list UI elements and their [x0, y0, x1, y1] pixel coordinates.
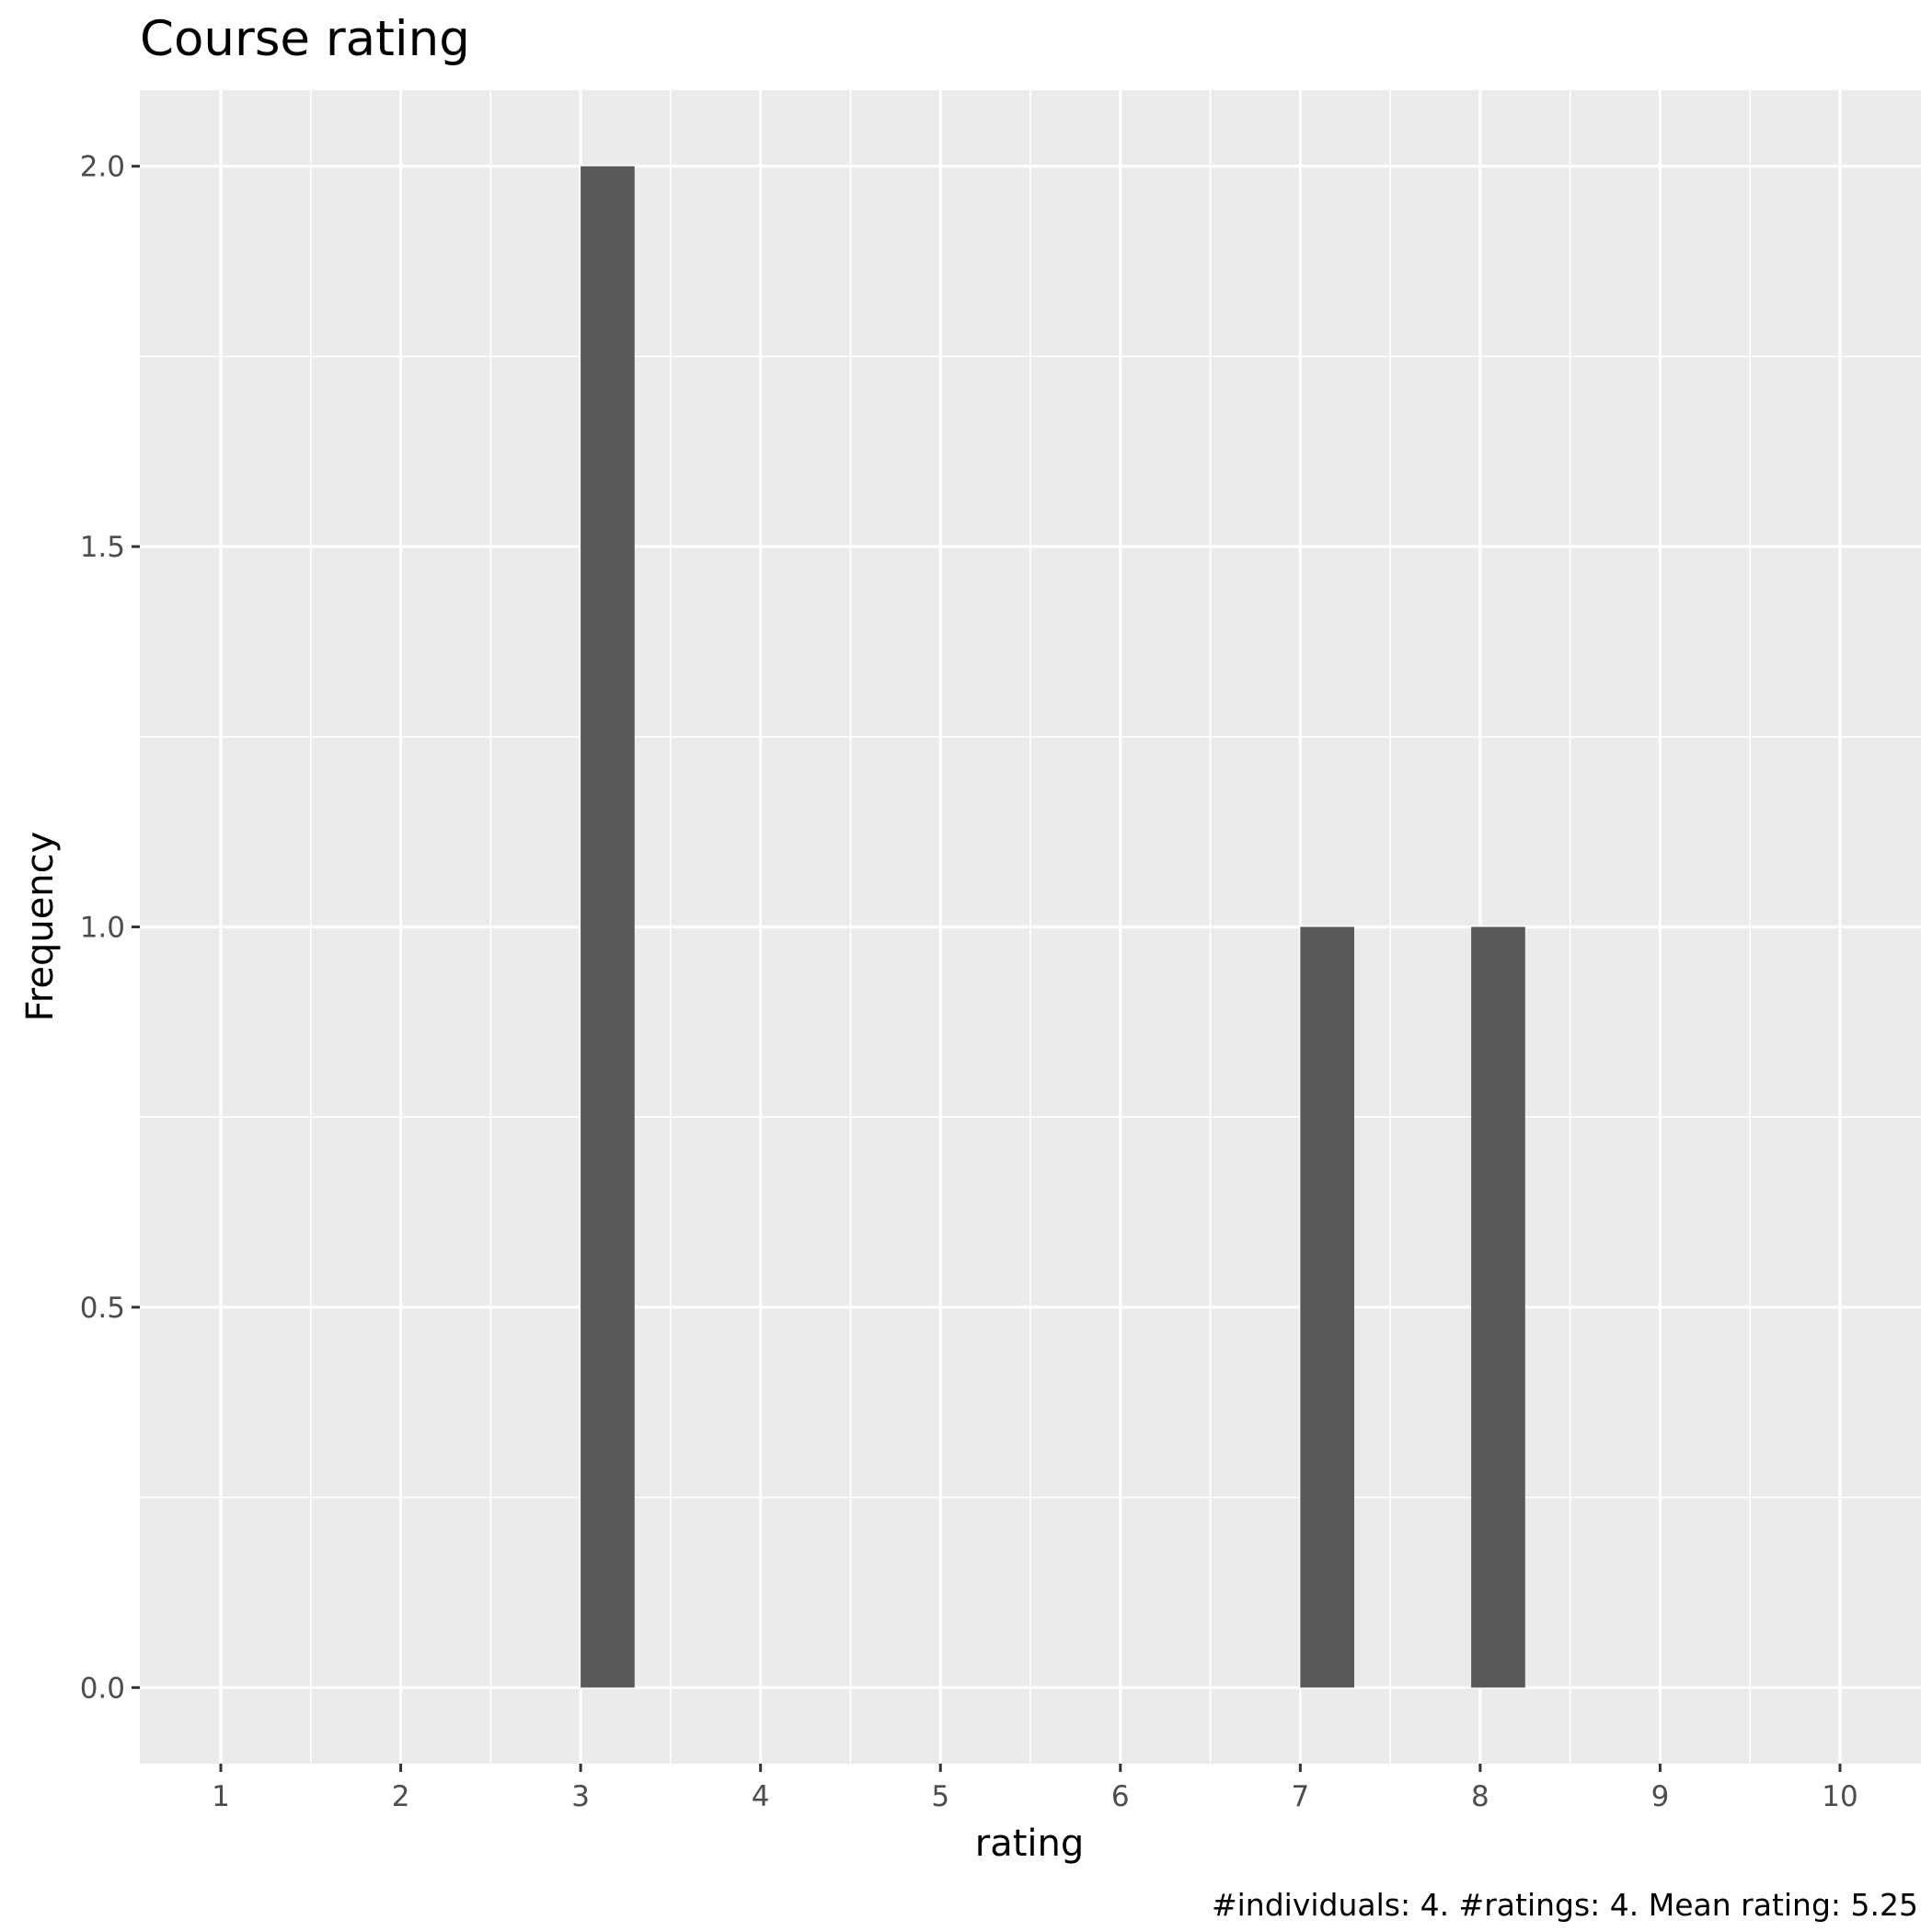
chart-caption: #individuals: 4. #ratings: 4. Mean ratin…: [1212, 1887, 1918, 1923]
x-tick-label: 1: [212, 1780, 230, 1813]
x-tick-label: 9: [1651, 1780, 1670, 1813]
y-tick-label: 1.0: [80, 912, 125, 945]
y-axis: 0.0 0.5 1.0 1.5 2.0: [80, 151, 140, 1705]
x-tick-label: 8: [1471, 1780, 1489, 1813]
bar: [1471, 926, 1525, 1688]
y-tick-label: 2.0: [80, 151, 125, 184]
x-axis: 1 2 3 4 5 6 7 8 9 10: [212, 1764, 1858, 1813]
y-tick-label: 0.5: [80, 1292, 125, 1325]
x-tick-label: 3: [571, 1780, 590, 1813]
x-axis-title: rating: [975, 1823, 1085, 1865]
x-tick-label: 10: [1822, 1780, 1857, 1813]
y-axis-title: Frequency: [19, 832, 62, 1022]
chart-title: Course rating: [140, 11, 470, 67]
bars: [581, 166, 1525, 1688]
bar: [581, 166, 635, 1688]
x-tick-label: 4: [752, 1780, 770, 1813]
x-tick-label: 5: [931, 1780, 949, 1813]
x-tick-label: 2: [392, 1780, 410, 1813]
y-tick-label: 1.5: [80, 531, 125, 564]
bar: [1300, 926, 1354, 1688]
x-tick-label: 7: [1291, 1780, 1309, 1813]
y-tick-label: 0.0: [80, 1672, 125, 1705]
x-tick-label: 6: [1111, 1780, 1130, 1813]
